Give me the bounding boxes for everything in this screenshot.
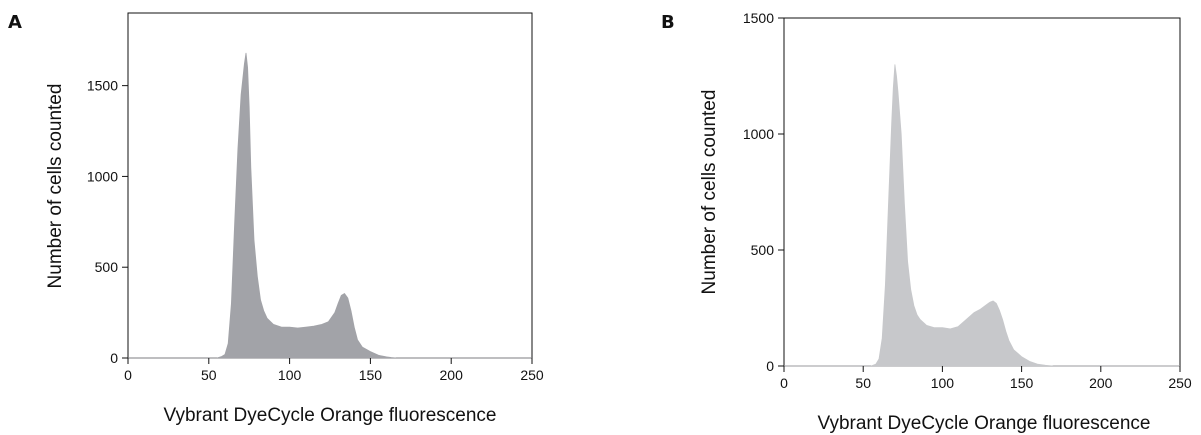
panel-b-y-axis-title: Number of cells counted [699, 90, 720, 295]
panel-b-x-tick-label: 200 [1089, 375, 1113, 391]
panel-a-y-tick-label: 500 [95, 259, 119, 275]
panel-b-x-tick-label: 150 [1010, 375, 1034, 391]
panel-a: A 0 50 100 150 200 250 0 500 1000 1500 Vybrant Dy… [8, 12, 544, 426]
panel-a-x-tick-label: 250 [520, 367, 544, 383]
panel-a-x-tick-label: 150 [359, 367, 383, 383]
panel-a-x-tick-label: 100 [278, 367, 302, 383]
panel-a-histogram-area [128, 52, 532, 359]
panel-b-y-tick-label: 500 [751, 242, 775, 258]
panel-a-x-tick-label: 200 [440, 367, 464, 383]
panel-b-x-tick-label: 50 [855, 375, 871, 391]
panel-a-plot: 0 50 100 150 200 250 0 500 1000 1500 [87, 52, 544, 383]
panel-a-x-tick-label: 0 [124, 367, 132, 383]
panel-b-x-tick-label: 250 [1168, 375, 1192, 391]
panel-b: B 0 50 100 150 200 250 0 500 1000 1500 Vybrant Dy… [661, 10, 1192, 434]
panel-b-x-tick-label: 100 [931, 375, 955, 391]
panel-a-y-tick-label: 1500 [87, 78, 118, 94]
panel-a-y-tick-label: 0 [110, 350, 118, 366]
panel-a-y-tick-label: 1000 [87, 168, 118, 184]
panel-a-x-tick-label: 50 [201, 367, 217, 383]
panel-a-x-axis-title: Vybrant DyeCycle Orange fluorescence [163, 405, 496, 426]
panel-b-y-tick-label: 1500 [743, 10, 774, 26]
panel-b-y-tick-label: 0 [766, 358, 774, 374]
panel-b-plot: 0 50 100 150 200 250 0 500 1000 1500 [743, 10, 1192, 391]
panel-b-x-tick-label: 0 [780, 375, 788, 391]
panel-b-y-tick-label: 1000 [743, 126, 774, 142]
panel-a-letter: A [8, 12, 22, 33]
panel-a-y-axis-title: Number of cells counted [45, 84, 66, 289]
panel-a-plot-frame [127, 12, 533, 359]
panel-b-letter: B [661, 12, 675, 33]
panel-b-x-axis-title: Vybrant DyeCycle Orange fluorescence [817, 413, 1150, 434]
panel-b-histogram-area [784, 64, 1180, 367]
